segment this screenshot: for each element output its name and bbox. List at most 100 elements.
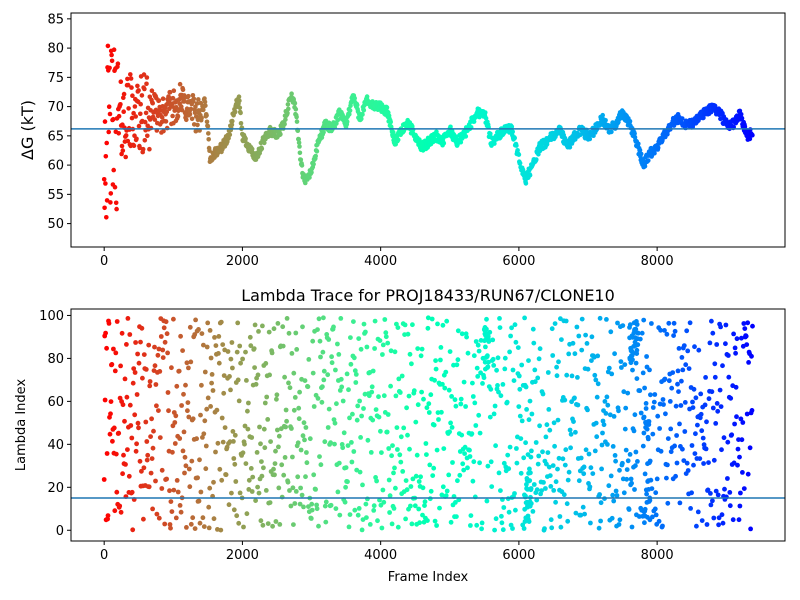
lambda-point (519, 418, 525, 424)
lambda-point (203, 443, 209, 449)
lambda-point (454, 514, 459, 519)
lambda-point (301, 420, 307, 426)
lambda-point (185, 400, 191, 405)
lambda-point (321, 368, 327, 374)
lambda-point (149, 456, 155, 461)
lambda-point (174, 478, 180, 483)
lambda-point (706, 396, 712, 402)
lambda-point (526, 519, 532, 524)
lambda-point (162, 339, 168, 345)
lambda-point (673, 473, 678, 479)
lambda-point (243, 461, 249, 466)
lambda-point (699, 518, 705, 523)
lambda-point (258, 441, 263, 447)
lambda-point (203, 466, 209, 472)
lambda-point (361, 321, 367, 327)
lambda-point (510, 526, 515, 531)
top-trace-point (204, 119, 210, 125)
lambda-point (504, 399, 510, 405)
top-trace-point (190, 93, 196, 98)
lambda-point (392, 465, 397, 471)
lambda-point (197, 457, 202, 463)
top-trace-point (278, 132, 283, 137)
lambda-point (286, 330, 292, 336)
lambda-point (405, 432, 410, 438)
lambda-point (112, 368, 118, 374)
lambda-point (211, 479, 216, 485)
lambda-point (606, 365, 612, 371)
top-trace-point (238, 110, 243, 116)
lambda-point (565, 477, 571, 483)
top-trace-point (483, 110, 488, 115)
lambda-point (616, 408, 621, 414)
lambda-point (345, 479, 350, 485)
lambda-point (309, 501, 315, 507)
lambda-point (369, 384, 375, 390)
lambda-point (549, 326, 555, 332)
lambda-point (162, 521, 168, 527)
top-trace-point (141, 72, 147, 77)
lambda-point (564, 501, 570, 507)
lambda-point (590, 471, 596, 476)
top-trace-point (303, 180, 308, 186)
lambda-point (124, 342, 129, 347)
lambda-point (497, 325, 503, 330)
top-trace-point (108, 191, 114, 196)
lambda-point (182, 470, 187, 476)
lambda-point (656, 518, 662, 524)
lambda-point (222, 425, 228, 430)
lambda-point (346, 387, 351, 393)
lambda-point (373, 475, 378, 480)
lambda-point (623, 405, 629, 411)
lambda-point (334, 401, 339, 407)
lambda-point (182, 454, 188, 460)
lambda-point (114, 489, 120, 495)
lambda-point (429, 316, 435, 322)
lambda-point (249, 489, 255, 494)
lambda-point (110, 438, 115, 444)
lambda-point (700, 435, 706, 441)
top-trace-point (567, 145, 573, 150)
lambda-point (634, 347, 640, 353)
top-trace-point (196, 97, 201, 102)
lambda-point (616, 522, 622, 527)
lambda-point (360, 482, 365, 488)
lambda-point (316, 316, 322, 322)
lambda-point (262, 445, 268, 451)
lambda-point (672, 328, 678, 334)
top-trace-point (292, 100, 298, 106)
lambda-point (744, 342, 750, 347)
lambda-point (725, 353, 731, 358)
bottom-y-axis-label: Lambda Index (14, 379, 29, 472)
lambda-point (109, 362, 115, 367)
lambda-point (154, 511, 160, 517)
lambda-point (413, 419, 419, 425)
lambda-point (229, 340, 235, 345)
lambda-point (326, 337, 332, 342)
lambda-point (148, 470, 154, 476)
lambda-point (323, 499, 329, 505)
lambda-point (599, 442, 605, 448)
lambda-point (482, 327, 487, 333)
lambda-point (653, 490, 659, 496)
lambda-point (366, 393, 372, 399)
lambda-point (415, 402, 421, 408)
top-trace-point (354, 102, 360, 108)
lambda-point (469, 431, 475, 437)
lambda-point (715, 408, 721, 414)
lambda-point (173, 515, 179, 521)
lambda-point (745, 320, 751, 326)
lambda-point (584, 341, 590, 346)
lambda-point (280, 343, 286, 349)
top-trace-point (243, 136, 248, 142)
lambda-point (522, 315, 527, 321)
lambda-point (168, 525, 173, 531)
lambda-point (152, 363, 158, 369)
bottom-x-tick-label: 0 (100, 548, 108, 563)
bottom-y-tick-label: 40 (47, 438, 64, 453)
lambda-point (273, 448, 278, 454)
top-trace-point (297, 150, 303, 156)
lambda-point (122, 376, 128, 382)
lambda-point (677, 500, 683, 506)
